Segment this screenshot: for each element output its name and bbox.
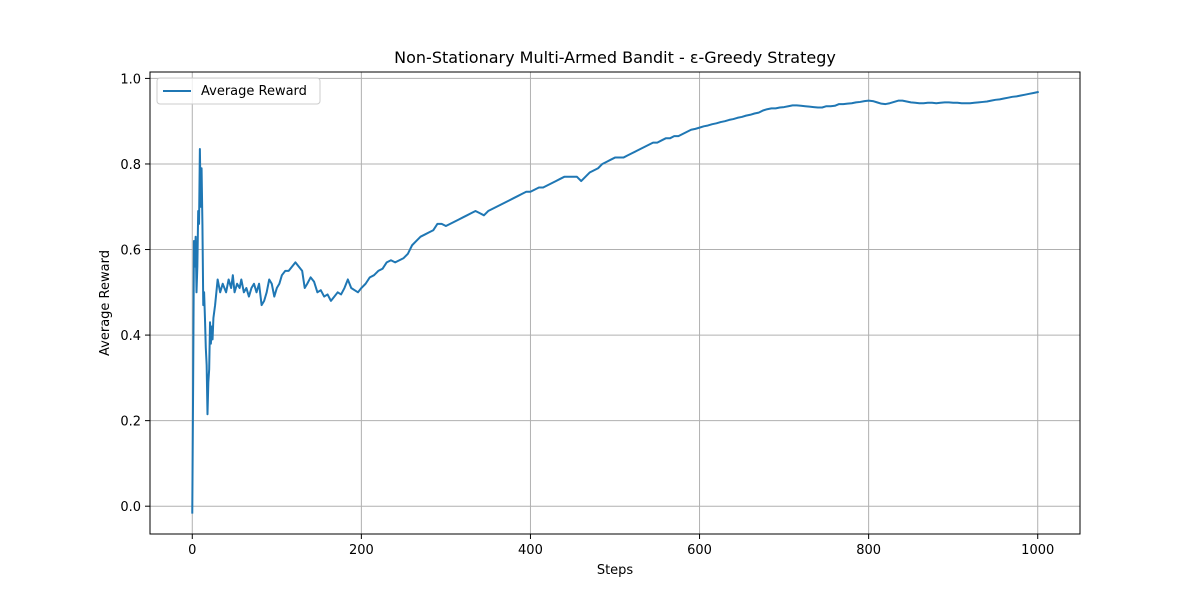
legend: Average Reward bbox=[156, 77, 321, 105]
x-axis-label: Steps bbox=[597, 563, 634, 578]
series-line-average-reward bbox=[191, 90, 1039, 514]
x-tick-label: 1000 bbox=[1021, 543, 1054, 558]
chart-title: Non-Stationary Multi-Armed Bandit - ε-Gr… bbox=[394, 48, 836, 67]
y-tick-label: 0.0 bbox=[120, 500, 141, 515]
y-tick-label: 0.2 bbox=[120, 415, 141, 430]
x-tick-label: 0 bbox=[188, 543, 196, 558]
x-tick-label: 600 bbox=[687, 543, 712, 558]
x-tick-label: 800 bbox=[856, 543, 881, 558]
y-axis-label: Average Reward bbox=[98, 250, 113, 356]
grid-lines bbox=[150, 72, 1080, 534]
legend-label-average-reward: Average Reward bbox=[201, 84, 307, 99]
x-tick-label: 200 bbox=[349, 543, 374, 558]
y-tick-label: 0.6 bbox=[120, 244, 141, 259]
legend-box bbox=[156, 77, 321, 105]
y-tick-label: 0.4 bbox=[120, 329, 141, 344]
axis-ticks: 0 200 400 600 800 1000 0.0 0.2 0.4 0.6 0.8 1.0 bbox=[120, 72, 1054, 558]
y-tick-label: 1.0 bbox=[120, 72, 141, 87]
data-layer bbox=[191, 90, 1039, 514]
y-tick-label: 0.8 bbox=[120, 158, 141, 173]
plot-area-frame bbox=[149, 71, 1081, 535]
x-tick-label: 400 bbox=[518, 543, 543, 558]
